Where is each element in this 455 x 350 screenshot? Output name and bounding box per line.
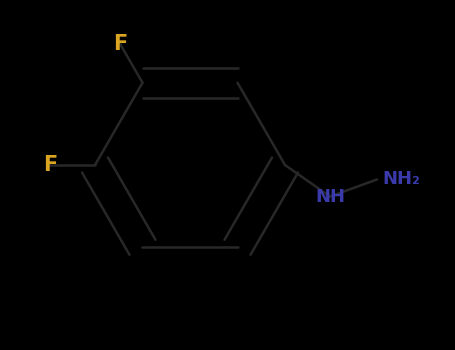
Text: NH: NH: [315, 188, 345, 205]
Text: F: F: [43, 155, 57, 175]
Text: NH₂: NH₂: [382, 170, 420, 188]
Text: F: F: [113, 34, 127, 54]
